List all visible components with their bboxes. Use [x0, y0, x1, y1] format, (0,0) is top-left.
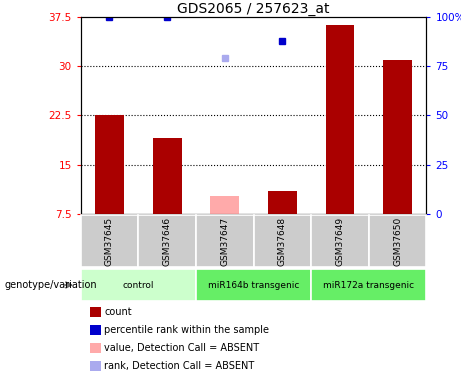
Text: count: count	[104, 307, 132, 317]
Bar	[153, 138, 182, 214]
Bar	[210, 196, 239, 214]
Text: GSM37648: GSM37648	[278, 216, 287, 266]
Text: GSM37647: GSM37647	[220, 216, 229, 266]
FancyBboxPatch shape	[138, 215, 196, 267]
Text: rank, Detection Call = ABSENT: rank, Detection Call = ABSENT	[104, 361, 254, 371]
Text: control: control	[123, 280, 154, 290]
Text: value, Detection Call = ABSENT: value, Detection Call = ABSENT	[104, 343, 259, 353]
Bar	[268, 191, 297, 214]
Text: GSM37650: GSM37650	[393, 216, 402, 266]
Text: percentile rank within the sample: percentile rank within the sample	[104, 325, 269, 335]
Text: miR164b transgenic: miR164b transgenic	[208, 280, 299, 290]
FancyBboxPatch shape	[254, 215, 311, 267]
Title: GDS2065 / 257623_at: GDS2065 / 257623_at	[177, 2, 330, 16]
Bar	[95, 116, 124, 214]
FancyBboxPatch shape	[81, 215, 138, 267]
Text: miR172a transgenic: miR172a transgenic	[323, 280, 414, 290]
Bar	[325, 26, 355, 214]
FancyBboxPatch shape	[369, 215, 426, 267]
FancyBboxPatch shape	[196, 215, 254, 267]
FancyBboxPatch shape	[196, 269, 311, 301]
Text: genotype/variation: genotype/variation	[5, 280, 97, 290]
FancyBboxPatch shape	[311, 215, 369, 267]
FancyBboxPatch shape	[81, 269, 196, 301]
Bar	[383, 60, 412, 214]
Text: GSM37645: GSM37645	[105, 216, 114, 266]
Text: GSM37646: GSM37646	[163, 216, 171, 266]
Text: GSM37649: GSM37649	[336, 216, 344, 266]
FancyBboxPatch shape	[311, 269, 426, 301]
